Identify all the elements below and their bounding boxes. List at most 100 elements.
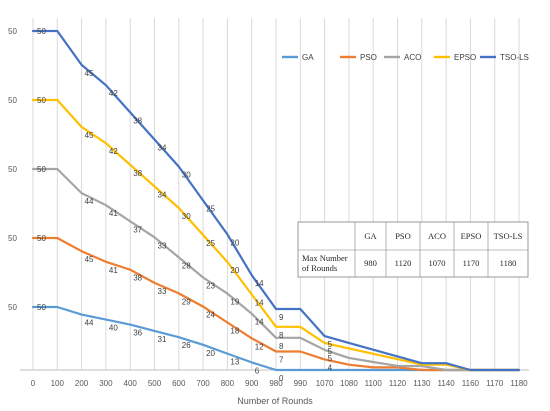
legend-label-aco: ACO (404, 53, 421, 62)
data-label-epso-900: 14 (255, 298, 264, 307)
data-label-epso-980: 8 (279, 331, 284, 340)
data-label-aco-500: 33 (158, 241, 167, 250)
table-row-label-line-1: of Rounds (302, 263, 337, 273)
data-label-aco-300: 41 (109, 209, 118, 218)
data-label-epso-0: 50 (37, 96, 46, 105)
x-tick-label-1180: 1180 (510, 379, 528, 388)
data-labels: 50 44 40 36 31 26 20 13 6 0 50 45 41 38 33 29 24 18 12 7 4 50… (37, 27, 333, 383)
x-tick-label-1170: 1170 (486, 379, 504, 388)
data-label-pso-200: 45 (85, 255, 94, 264)
legend-label-tso-ls: TSO-LS (500, 53, 529, 62)
data-label-tso-ls-400: 38 (133, 116, 142, 125)
y-axis-label-0: 50 (8, 303, 17, 312)
data-label-pso-500: 33 (158, 287, 167, 296)
table-header-epso: EPSO (461, 231, 482, 241)
data-label-aco-1070: 5 (328, 354, 333, 363)
data-label-aco-700: 23 (206, 282, 215, 291)
x-tick-label-900: 900 (245, 379, 259, 388)
x-tick-label-300: 300 (99, 379, 113, 388)
table-value-pso: 1120 (395, 258, 412, 268)
data-label-tso-ls-600: 30 (182, 171, 191, 180)
y-axis-labels: 50 50 50 50 50 (8, 27, 17, 312)
data-label-aco-0: 50 (37, 165, 46, 174)
table-header-tso-ls: TSO-LS (494, 231, 523, 241)
data-label-ga-800: 13 (230, 358, 239, 367)
data-label-epso-200: 45 (85, 131, 94, 140)
data-label-ga-500: 31 (158, 335, 167, 344)
data-label-tso-ls-1070: 5 (328, 340, 333, 349)
x-axis-title: Number of Rounds (237, 396, 313, 406)
table-value-ga: 980 (364, 258, 377, 268)
x-tick-label-500: 500 (148, 379, 162, 388)
x-tick-label-1160: 1160 (462, 379, 480, 388)
data-label-pso-400: 38 (133, 274, 142, 283)
table-row-label-line-0: Max Number (302, 253, 348, 263)
data-label-ga-300: 40 (109, 324, 118, 333)
series-group (31, 29, 521, 372)
x-tick-label-980: 980 (269, 379, 283, 388)
data-label-epso-300: 42 (109, 147, 118, 156)
x-tick-label-1070: 1070 (316, 379, 334, 388)
data-label-pso-600: 29 (182, 297, 191, 306)
data-label-aco-400: 37 (133, 225, 142, 234)
data-label-ga-200: 44 (85, 319, 94, 328)
y-axis-label-2: 50 (8, 165, 17, 174)
data-label-tso-ls-300: 42 (109, 89, 118, 98)
data-label-epso-800: 20 (230, 266, 239, 275)
data-label-tso-ls-200: 45 (85, 69, 94, 78)
data-label-ga-700: 20 (206, 349, 215, 358)
y-axis-label-1: 50 (8, 234, 17, 243)
legend-label-ga: GA (302, 53, 314, 62)
data-label-pso-900: 12 (255, 342, 264, 351)
data-label-ga-980: 0 (279, 374, 284, 383)
legend-label-pso: PSO (360, 53, 377, 62)
data-label-epso-400: 38 (133, 169, 142, 178)
data-label-aco-200: 44 (85, 197, 94, 206)
table-frame (297, 221, 529, 278)
data-label-ga-600: 26 (182, 341, 191, 350)
y-axis-label-4: 50 (8, 27, 17, 36)
data-label-pso-700: 24 (206, 311, 215, 320)
data-label-epso-1070: 5 (328, 347, 333, 356)
x-tick-label-800: 800 (221, 379, 235, 388)
x-tick-label-600: 600 (172, 379, 186, 388)
data-label-ga-0: 50 (37, 303, 46, 312)
data-label-tso-ls-900: 14 (255, 279, 264, 288)
x-tick-label-700: 700 (196, 379, 210, 388)
legend-label-epso: EPSO (454, 53, 476, 62)
data-label-pso-800: 18 (230, 326, 239, 335)
data-label-pso-980: 7 (279, 356, 284, 365)
data-label-pso-300: 41 (109, 266, 118, 275)
data-label-epso-500: 34 (158, 190, 167, 199)
data-label-tso-ls-500: 34 (158, 143, 167, 152)
data-label-tso-ls-700: 25 (206, 205, 215, 214)
data-label-pso-1070: 4 (328, 363, 333, 372)
x-tick-label-1080: 1080 (340, 379, 358, 388)
data-label-aco-900: 14 (255, 318, 264, 327)
series-line-aco (31, 167, 521, 372)
data-label-pso-0: 50 (37, 234, 46, 243)
legend: GA PSO ACO EPSO TSO-LS (282, 53, 529, 62)
series-line-pso (31, 236, 521, 372)
x-tick-label-1130: 1130 (413, 379, 431, 388)
data-label-epso-600: 30 (182, 212, 191, 221)
table-header-aco: ACO (428, 231, 446, 241)
table-header-ga: GA (364, 231, 377, 241)
x-tick-label-100: 100 (51, 379, 65, 388)
data-label-aco-980: 8 (279, 342, 284, 351)
data-label-ga-900: 6 (255, 366, 260, 375)
x-tick-label-990: 990 (294, 379, 308, 388)
x-tick-label-1100: 1100 (365, 379, 383, 388)
data-label-ga-400: 36 (133, 329, 142, 338)
x-tick-label-1120: 1120 (389, 379, 407, 388)
data-label-aco-800: 19 (230, 298, 239, 307)
y-axis-label-3: 50 (8, 96, 17, 105)
x-tick-label-400: 400 (124, 379, 138, 388)
table-header-pso: PSO (395, 231, 411, 241)
x-tick-label-0: 0 (31, 379, 36, 388)
table-value-tso-ls: 1180 (500, 258, 517, 268)
table-value-aco: 1070 (429, 258, 446, 268)
series-line-epso (31, 98, 521, 372)
